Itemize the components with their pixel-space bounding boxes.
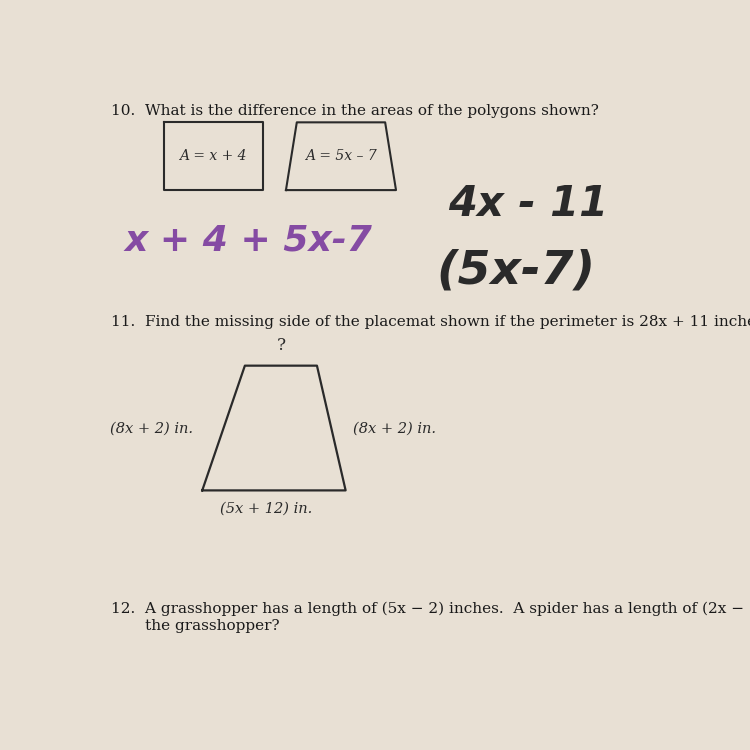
Text: x + 4 + 5x-7: x + 4 + 5x-7 xyxy=(124,224,373,257)
Text: (5x + 12) in.: (5x + 12) in. xyxy=(220,502,312,516)
Text: A = x + 4: A = x + 4 xyxy=(179,149,247,164)
Text: 10.  What is the difference in the areas of the polygons shown?: 10. What is the difference in the areas … xyxy=(111,104,598,118)
Text: (8x + 2) in.: (8x + 2) in. xyxy=(110,422,193,436)
Text: (5x-7): (5x-7) xyxy=(436,248,596,293)
Text: 11.  Find the missing side of the placemat shown if the perimeter is 28x + 11 in: 11. Find the missing side of the placema… xyxy=(111,315,750,328)
Text: 12.  A grasshopper has a length of (5x − 2) inches.  A spider has a length of (2: 12. A grasshopper has a length of (5x − … xyxy=(111,602,750,633)
Text: ?: ? xyxy=(277,337,286,354)
Text: 4x - 11: 4x - 11 xyxy=(448,183,608,225)
Text: A = 5x – 7: A = 5x – 7 xyxy=(305,149,376,164)
Text: (8x + 2) in.: (8x + 2) in. xyxy=(353,422,436,436)
